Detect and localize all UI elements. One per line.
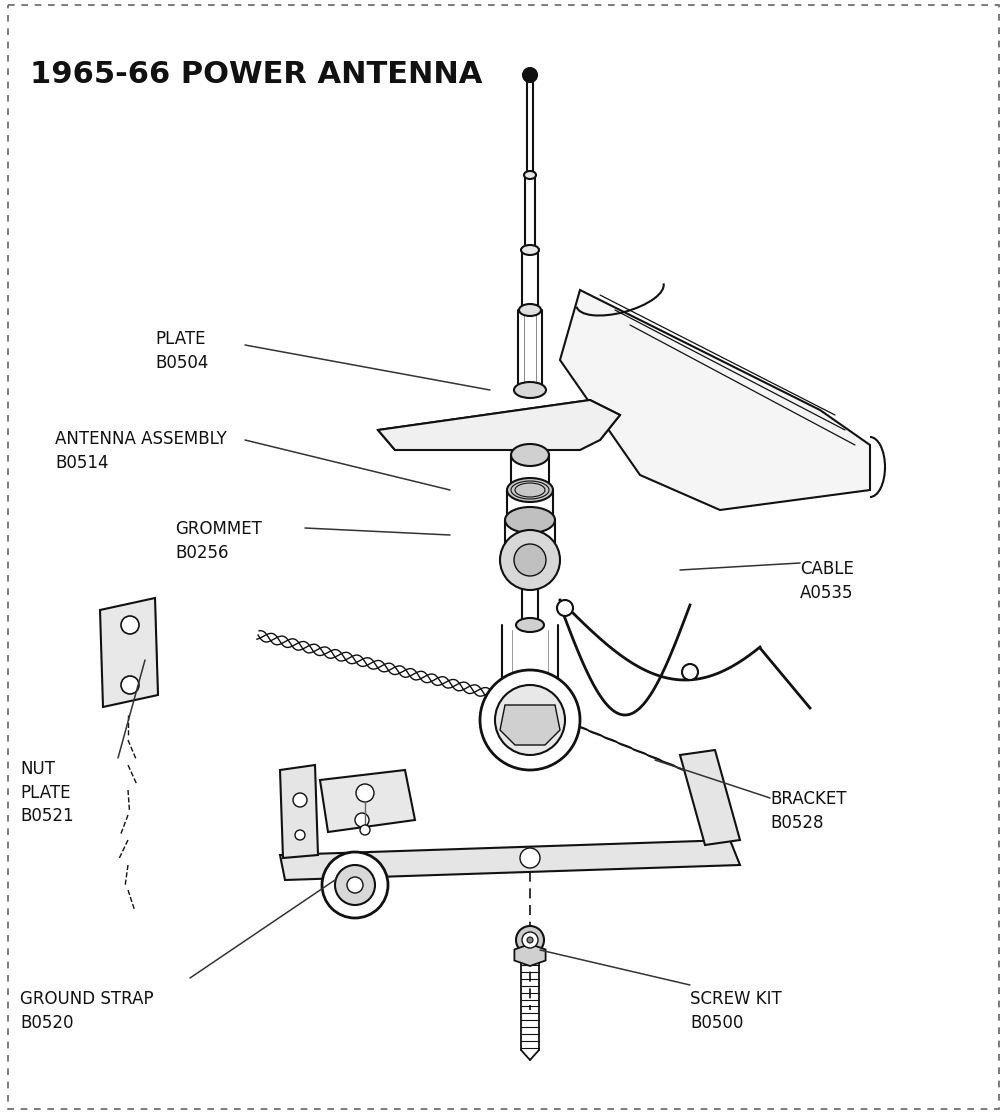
Ellipse shape [505, 507, 555, 532]
Circle shape [480, 670, 580, 770]
Ellipse shape [521, 245, 539, 255]
Ellipse shape [511, 444, 549, 466]
Polygon shape [280, 840, 740, 880]
Circle shape [322, 852, 388, 918]
Text: GROUND STRAP
B0520: GROUND STRAP B0520 [20, 990, 154, 1032]
Text: NUT
PLATE
B0521: NUT PLATE B0521 [20, 760, 74, 825]
Ellipse shape [524, 172, 536, 179]
Ellipse shape [501, 686, 559, 714]
Polygon shape [500, 705, 560, 745]
Circle shape [121, 676, 139, 694]
Circle shape [520, 848, 540, 868]
Ellipse shape [516, 618, 544, 632]
Circle shape [359, 825, 370, 836]
Circle shape [121, 616, 139, 634]
Circle shape [293, 793, 307, 807]
Circle shape [522, 932, 538, 948]
Polygon shape [100, 598, 158, 707]
Circle shape [355, 813, 369, 827]
Text: CABLE
A0535: CABLE A0535 [800, 560, 854, 602]
Ellipse shape [514, 382, 546, 398]
Ellipse shape [519, 304, 541, 316]
Polygon shape [560, 290, 870, 510]
Circle shape [682, 664, 698, 680]
Polygon shape [320, 770, 415, 832]
Circle shape [500, 530, 560, 590]
Polygon shape [378, 400, 620, 450]
Circle shape [335, 864, 375, 905]
Circle shape [523, 68, 537, 82]
Text: GROMMET
B0256: GROMMET B0256 [175, 520, 262, 561]
Circle shape [347, 877, 363, 893]
Text: SCREW KIT
B0500: SCREW KIT B0500 [690, 990, 781, 1032]
Text: ANTENNA ASSEMBLY
B0514: ANTENNA ASSEMBLY B0514 [55, 430, 227, 471]
Circle shape [295, 830, 305, 840]
Circle shape [516, 926, 544, 954]
Polygon shape [680, 750, 740, 846]
Ellipse shape [507, 478, 553, 502]
Text: PLATE
B0504: PLATE B0504 [155, 330, 208, 372]
Circle shape [527, 937, 533, 942]
Circle shape [356, 784, 374, 802]
Circle shape [495, 685, 565, 755]
Text: 1965-66 POWER ANTENNA: 1965-66 POWER ANTENNA [30, 60, 482, 89]
Text: BRACKET
B0528: BRACKET B0528 [770, 790, 847, 831]
Polygon shape [280, 765, 318, 858]
Circle shape [557, 600, 573, 616]
Polygon shape [515, 944, 546, 966]
Circle shape [514, 544, 546, 576]
